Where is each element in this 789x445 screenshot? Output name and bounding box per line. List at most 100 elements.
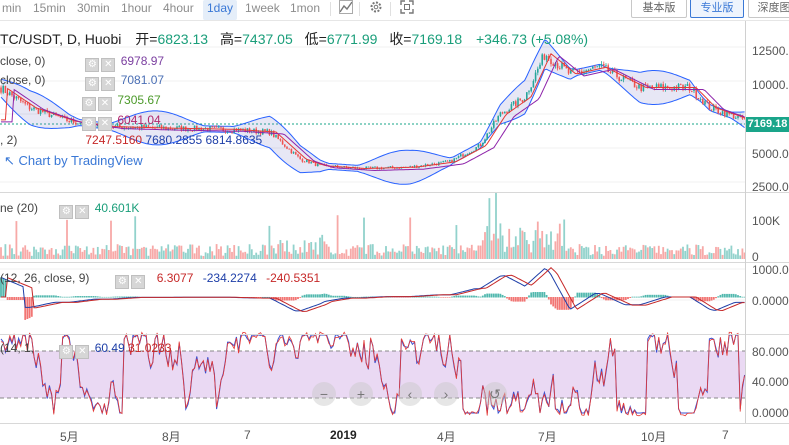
ma4-close-icon[interactable]: ✕ bbox=[98, 117, 112, 131]
macd-legend[interactable]: (12, 26, close, 9) ⚙ ✕ 6.3077 -234.2274 -… bbox=[0, 271, 320, 289]
macd-histogram-bar bbox=[105, 296, 108, 298]
ma2-legend[interactable]: close, 0) ⚙ ✕ 7081.07 bbox=[0, 73, 164, 91]
ma2-settings-icon[interactable]: ⚙ bbox=[85, 77, 100, 91]
volume-bar bbox=[475, 250, 478, 259]
candle-body bbox=[666, 85, 669, 89]
volume-bar bbox=[325, 244, 328, 259]
candle-body bbox=[317, 163, 319, 166]
volume-bar bbox=[671, 250, 673, 259]
depth-chart-button[interactable]: 深度图 bbox=[748, 0, 789, 18]
tradingview-watermark[interactable]: ↖ Chart by TradingView bbox=[4, 154, 143, 168]
pro-mode-button[interactable]: 专业版 bbox=[690, 0, 744, 18]
tf-1mon[interactable]: 1mon bbox=[290, 1, 321, 15]
volume-bar bbox=[477, 245, 480, 259]
macd-histogram-bar bbox=[400, 297, 403, 298]
macd-histogram-bar bbox=[303, 294, 306, 298]
tf-30min[interactable]: 30min bbox=[77, 1, 110, 15]
ma1-legend[interactable]: close, 0) ⚙ ✕ 6978.97 bbox=[0, 54, 164, 72]
volume-bar bbox=[127, 246, 130, 259]
scroll-left-button[interactable]: ‹ bbox=[398, 382, 422, 406]
volume-bar bbox=[591, 254, 594, 259]
volume-bar bbox=[402, 244, 405, 259]
tf-4hour[interactable]: 4hour bbox=[163, 1, 194, 15]
macd-histogram-bar bbox=[567, 297, 570, 310]
volume-bar bbox=[616, 249, 618, 259]
zoom-out-button[interactable]: − bbox=[312, 382, 336, 406]
volume-close-icon[interactable]: ✕ bbox=[75, 205, 90, 219]
candle-body bbox=[207, 128, 209, 132]
macd-histogram-bar bbox=[704, 297, 706, 302]
tf-15min[interactable]: 15min bbox=[33, 1, 66, 15]
tf-1day[interactable]: 1day bbox=[203, 0, 238, 20]
volume-bar bbox=[422, 253, 425, 259]
macd-histogram-bar bbox=[627, 297, 629, 299]
tf-1hour[interactable]: 1hour bbox=[121, 1, 152, 15]
stoch-legend[interactable]: (14, 1, ⚙ ✕ 60.49 31.0233 bbox=[0, 341, 171, 359]
zoom-in-button[interactable]: + bbox=[349, 382, 373, 406]
y-tick: 100K bbox=[752, 214, 781, 228]
ma3-legend[interactable]: ⚙ ✕ 7305.67 bbox=[82, 93, 161, 111]
ma4-settings-icon[interactable]: ⚙ bbox=[82, 117, 96, 131]
volume-legend[interactable]: ne (20) ⚙ ✕ 40.601K bbox=[0, 201, 139, 219]
volume-bar bbox=[220, 246, 222, 259]
ma3-settings-icon[interactable]: ⚙ bbox=[82, 97, 96, 111]
candle-body bbox=[160, 125, 163, 129]
volume-bar bbox=[352, 246, 354, 259]
macd-histogram-bar bbox=[112, 296, 115, 298]
candle-body bbox=[132, 127, 134, 129]
macd-histogram-bar bbox=[79, 296, 82, 298]
reset-chart-button[interactable]: ↺ bbox=[483, 382, 507, 406]
macd-histogram-bar bbox=[446, 297, 449, 298]
ma3-close-icon[interactable]: ✕ bbox=[98, 97, 112, 111]
x-tick: 7月 bbox=[538, 430, 557, 444]
volume-bar bbox=[525, 240, 528, 259]
macd-histogram-bar bbox=[629, 297, 632, 298]
fullscreen-icon[interactable] bbox=[398, 0, 416, 17]
macd-histogram-bar bbox=[132, 296, 134, 298]
ma1-settings-icon[interactable]: ⚙ bbox=[85, 58, 100, 72]
scroll-right-button[interactable]: › bbox=[434, 382, 458, 406]
pane-divider[interactable] bbox=[0, 262, 789, 263]
volume-bar bbox=[28, 251, 31, 259]
macd-histogram-bar bbox=[312, 294, 315, 298]
ma1-close-icon[interactable]: ✕ bbox=[101, 58, 116, 72]
macd-histogram-bar bbox=[484, 294, 486, 298]
candle-body bbox=[592, 66, 594, 69]
pane-divider[interactable] bbox=[0, 192, 789, 193]
macd-settings-icon[interactable]: ⚙ bbox=[115, 275, 130, 289]
volume-settings-icon[interactable]: ⚙ bbox=[59, 205, 74, 219]
volume-bar bbox=[466, 247, 469, 259]
stoch-close-icon[interactable]: ✕ bbox=[75, 345, 90, 359]
tf-1week[interactable]: 1week bbox=[245, 1, 280, 15]
macd-histogram-bar bbox=[26, 297, 29, 319]
macd-histogram-bar bbox=[294, 297, 297, 301]
volume-bar bbox=[156, 249, 159, 259]
ma4-legend[interactable]: ⚙ ✕ 6041.04 bbox=[82, 113, 161, 131]
volume-bar bbox=[105, 245, 108, 259]
bollinger-legend[interactable]: , 2) 7247.5160 7680.2855 6814.8635 bbox=[0, 133, 262, 147]
macd-histogram-bar bbox=[15, 297, 18, 300]
pane-divider[interactable] bbox=[0, 334, 789, 335]
x-tick: 7 bbox=[244, 428, 251, 442]
line-chart-icon[interactable] bbox=[337, 0, 355, 17]
basic-mode-button[interactable]: 基本版 bbox=[631, 0, 687, 18]
stoch-settings-icon[interactable]: ⚙ bbox=[59, 345, 74, 359]
macd-histogram-bar bbox=[574, 296, 577, 298]
macd-histogram-bar bbox=[349, 296, 352, 298]
candle-body bbox=[633, 80, 636, 88]
macd-histogram-bar bbox=[281, 297, 284, 301]
volume-bar bbox=[288, 251, 291, 259]
volume-bar bbox=[327, 246, 330, 259]
candle-body bbox=[543, 54, 546, 60]
volume-bar bbox=[255, 252, 258, 259]
y-tick: 40.0000 bbox=[752, 375, 789, 389]
candle-body bbox=[655, 84, 658, 89]
settings-icon[interactable] bbox=[367, 0, 385, 17]
candle-body bbox=[442, 161, 444, 162]
candle-body bbox=[468, 152, 471, 155]
tf-min[interactable]: min bbox=[2, 1, 22, 15]
macd-histogram-bar bbox=[728, 293, 731, 298]
ma2-close-icon[interactable]: ✕ bbox=[101, 77, 116, 91]
macd-close-icon[interactable]: ✕ bbox=[131, 275, 146, 289]
